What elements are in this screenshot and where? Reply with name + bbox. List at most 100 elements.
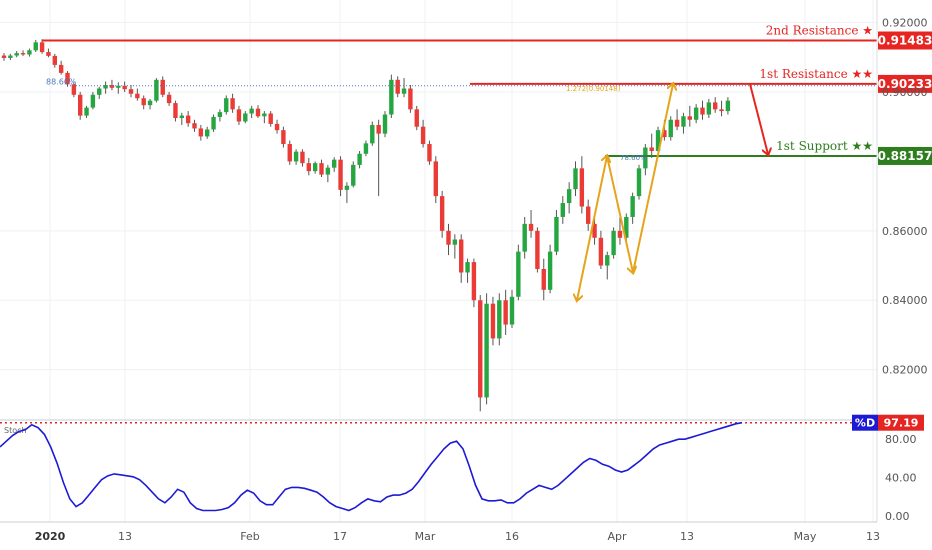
candle-body: [154, 79, 159, 101]
stoch-value-text: 97.19: [884, 417, 919, 430]
candle-body: [179, 115, 184, 119]
level-price-badge: [878, 146, 932, 165]
candle-body: [122, 85, 127, 90]
candle-body: [522, 223, 527, 252]
candle-body: [205, 129, 210, 137]
candle-body: [27, 50, 32, 55]
candle-body: [192, 123, 197, 129]
candle-body: [535, 230, 540, 270]
candle-body: [160, 79, 165, 95]
stoch-tick-label: 80.00: [885, 433, 917, 446]
level-price-badge: [878, 31, 932, 50]
candles-layer: [1, 39, 731, 412]
candle-body: [141, 98, 146, 106]
candle-body: [681, 116, 686, 127]
candle-body: [408, 88, 413, 110]
candle-body: [401, 88, 407, 94]
x-tick-label: 2020: [35, 530, 66, 543]
candle-body: [274, 123, 280, 131]
candle-body: [281, 130, 286, 145]
candle-body: [509, 296, 515, 325]
candle-body: [116, 85, 121, 88]
candle-body: [484, 303, 489, 398]
x-tick-label: Mar: [415, 530, 436, 543]
candle-body: [306, 163, 311, 172]
candle-body: [395, 79, 400, 94]
x-tick-label: 13: [118, 530, 132, 543]
candle-body: [58, 64, 64, 73]
forecast-arrow: [749, 83, 768, 154]
candle-body: [636, 168, 642, 197]
candle-body: [128, 89, 134, 94]
candle-body: [503, 300, 508, 325]
candle-body: [351, 164, 356, 186]
candle-body: [217, 112, 223, 117]
candle-body: [427, 144, 432, 162]
candle-body: [541, 269, 546, 290]
candle-body: [497, 300, 502, 339]
candle-body: [617, 230, 623, 238]
candle-body: [39, 42, 45, 53]
candle-body: [20, 53, 26, 55]
candle-body: [465, 262, 470, 273]
level-price-text: 0.88157: [878, 149, 932, 163]
candle-body: [224, 98, 229, 113]
y-tick-label: 0.86000: [882, 225, 928, 238]
x-tick-label: 16: [505, 530, 519, 543]
candle-body: [312, 163, 318, 172]
candle-body: [268, 113, 273, 124]
candle-body: [255, 108, 261, 117]
candle-body: [516, 251, 521, 297]
stoch-value-badge: [878, 414, 924, 431]
candle-body: [471, 262, 477, 301]
pattern-leg: [577, 156, 607, 300]
candle-body: [376, 124, 381, 134]
candle-body: [357, 153, 362, 165]
candle-body: [478, 300, 483, 398]
candle-body: [560, 203, 565, 217]
candle-body: [554, 216, 559, 252]
candle-body: [198, 128, 204, 137]
candle-body: [700, 107, 705, 115]
candle-body: [528, 223, 534, 231]
candle-body: [325, 167, 331, 175]
candle-body: [71, 84, 77, 95]
candle-body: [135, 93, 140, 99]
forecast-line: [749, 83, 768, 154]
candle-body: [719, 109, 724, 112]
x-tick-label: 17: [333, 530, 347, 543]
candle-body: [249, 108, 254, 114]
candle-body: [78, 94, 83, 116]
candle-body: [147, 100, 153, 106]
fib-label-right: 1.272(0.90148): [566, 85, 621, 93]
stoch-badge: [852, 414, 878, 431]
stoch-badge-text: %D: [855, 417, 875, 430]
candle-body: [611, 230, 616, 256]
fib-label-support: 78.60%: [620, 154, 647, 162]
candle-body: [319, 163, 324, 175]
candle-body: [439, 196, 445, 231]
candle-body: [173, 103, 178, 119]
x-tick-label: May: [794, 530, 817, 543]
candle-body: [332, 159, 337, 168]
candle-body: [211, 116, 216, 130]
level-price-text: 0.90233: [878, 77, 932, 91]
candle-body: [65, 72, 70, 85]
candle-body: [90, 94, 96, 108]
stoch-pane: Stoch 80.00 40.00 0.00 %D 97.19: [0, 414, 924, 523]
candle-body: [363, 143, 369, 154]
harmonic-pattern: [577, 84, 673, 300]
levels-layer: 2nd Resistance ★ 0.91483 1st Resistance ★★…: [42, 24, 932, 165]
candle-body: [706, 102, 712, 115]
candle-body: [547, 251, 553, 290]
candle-body: [490, 303, 496, 339]
candle-body: [662, 130, 667, 138]
pattern-leg: [606, 155, 633, 272]
fib-label-left: 88.60%: [46, 78, 77, 87]
candle-body: [293, 151, 299, 162]
candle-body: [693, 107, 699, 120]
candle-body: [579, 168, 585, 207]
candle-body: [668, 119, 673, 138]
candle-body: [33, 42, 38, 51]
x-tick-label: 13: [680, 530, 694, 543]
